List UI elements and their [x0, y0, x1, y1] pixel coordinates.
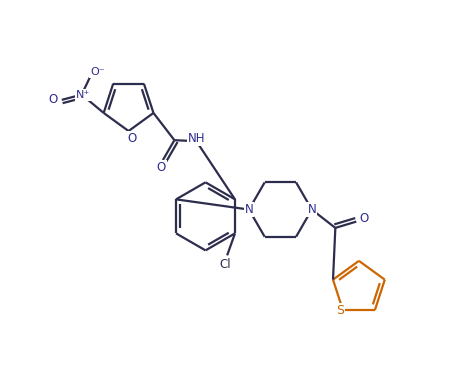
Text: O: O — [127, 132, 136, 145]
Text: O⁻: O⁻ — [90, 67, 105, 77]
Text: N: N — [307, 203, 316, 216]
Text: NH: NH — [187, 132, 205, 145]
Text: N: N — [244, 203, 253, 216]
Text: O: O — [359, 212, 368, 225]
Text: N⁺: N⁺ — [76, 90, 89, 100]
Text: S: S — [336, 304, 344, 317]
Text: Cl: Cl — [219, 258, 230, 271]
Text: O: O — [156, 161, 166, 174]
Text: O: O — [48, 93, 58, 106]
